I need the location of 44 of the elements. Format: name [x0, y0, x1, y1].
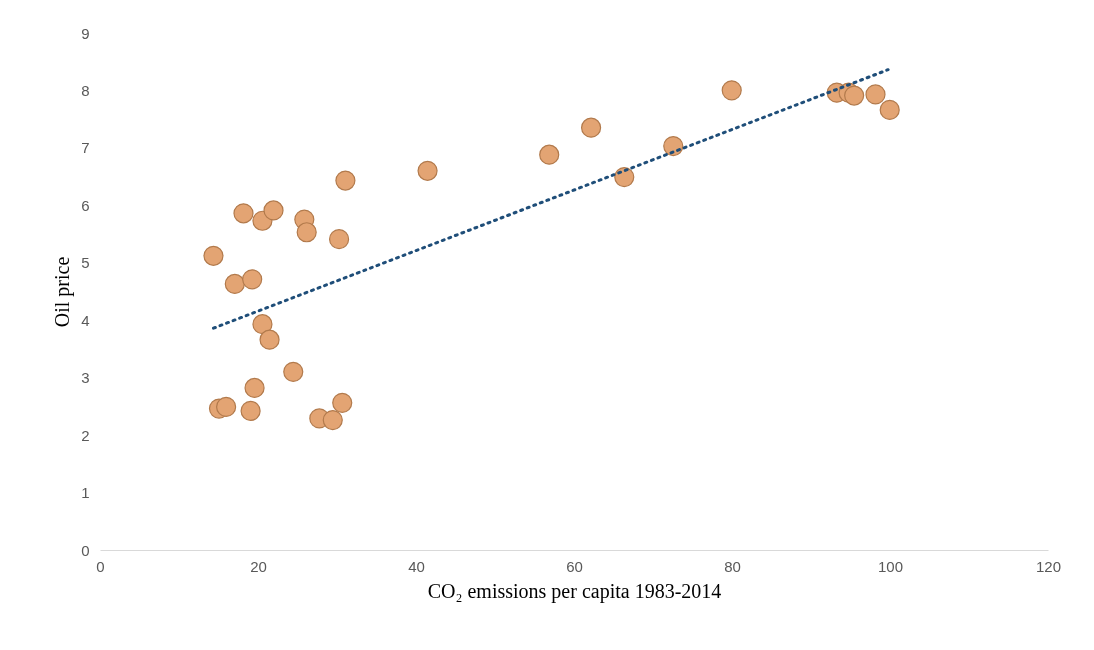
point — [203, 245, 224, 266]
point — [244, 377, 265, 399]
y-tick-label: 6 — [81, 196, 90, 214]
point — [252, 314, 273, 335]
x-tick-label: 60 — [566, 557, 583, 575]
point — [844, 85, 865, 106]
point — [263, 200, 284, 221]
point — [242, 269, 263, 290]
point — [865, 84, 886, 105]
y-tick-label: 8 — [81, 81, 90, 99]
point — [233, 203, 254, 224]
point — [224, 273, 245, 295]
y-tick-label: 5 — [81, 254, 90, 272]
x-tick-label: 40 — [408, 557, 425, 575]
x-axis-title: CO₂ emissions per capita 1983-2014 — [427, 579, 722, 603]
point — [721, 80, 742, 101]
point — [259, 329, 280, 350]
point — [322, 410, 343, 431]
point — [879, 99, 900, 120]
point — [216, 396, 237, 417]
y-tick-label: 7 — [81, 139, 90, 157]
point — [417, 160, 438, 181]
point — [240, 400, 261, 421]
y-tick-label: 9 — [81, 24, 90, 42]
point — [580, 117, 602, 138]
y-tick-label: 4 — [81, 311, 90, 329]
x-tick-label: 100 — [877, 557, 904, 575]
point — [332, 392, 353, 413]
x-tick-label: 120 — [1035, 557, 1062, 575]
point — [539, 144, 560, 165]
y-tick-label: 1 — [81, 484, 90, 502]
y-tick-label: 0 — [81, 541, 90, 559]
point — [283, 361, 304, 382]
y-tick-label: 2 — [81, 426, 90, 444]
y-tick-label: 3 — [81, 369, 90, 387]
point — [328, 229, 350, 250]
y-axis-title: Oil price — [51, 256, 75, 328]
x-tick-label: 80 — [724, 557, 741, 575]
x-tick-label: 20 — [250, 557, 267, 575]
point — [335, 170, 356, 191]
x-tick-label: 0 — [96, 557, 105, 575]
point — [614, 167, 635, 188]
point — [663, 136, 684, 157]
point — [296, 222, 317, 243]
